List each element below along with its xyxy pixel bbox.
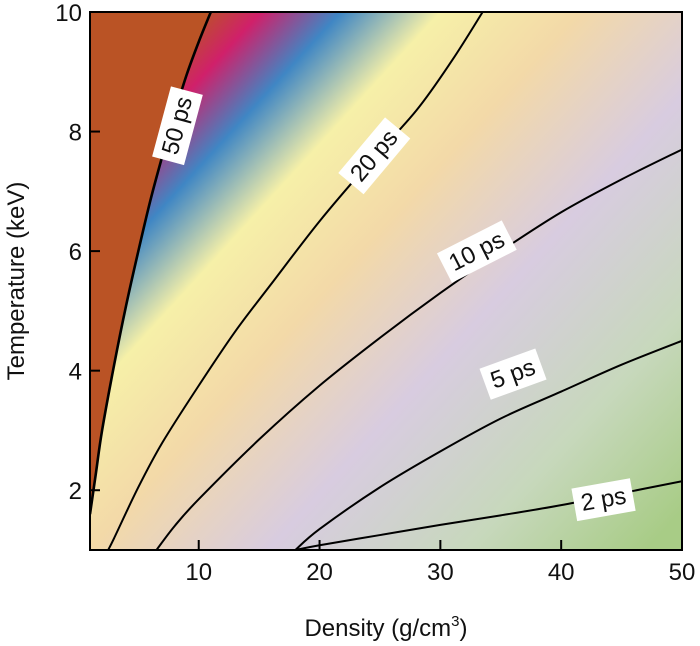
contour-label-box	[436, 220, 517, 283]
x-tick-label: 40	[548, 559, 575, 586]
contour-label-box	[338, 117, 411, 195]
x-tick-label: 50	[669, 559, 696, 586]
y-tick-label: 10	[55, 0, 82, 27]
contour-label-box	[479, 348, 547, 400]
y-axis-title: Temperature (keV)	[3, 182, 30, 381]
contour-label-box	[152, 86, 203, 166]
x-axis-title: Density (g/cm3)	[304, 613, 467, 642]
contour-line-5-ps	[294, 339, 682, 550]
x-tick-label: 20	[306, 559, 333, 586]
y-tick-label: 6	[69, 239, 82, 266]
x-tick-label: 30	[427, 559, 454, 586]
plot-frame	[89, 11, 683, 551]
contour-label-box	[571, 478, 636, 522]
y-tick-label: 8	[69, 120, 82, 147]
y-tick-label: 4	[69, 359, 82, 386]
contour-line-50-ps	[90, 12, 213, 515]
contour-line-10-ps	[155, 148, 682, 550]
x-tick-label: 10	[185, 559, 212, 586]
contour-line-20-ps	[107, 12, 484, 550]
y-tick-label: 2	[69, 478, 82, 505]
saturated-region	[90, 12, 211, 515]
contour-label-2-ps: 2 ps	[571, 478, 636, 522]
